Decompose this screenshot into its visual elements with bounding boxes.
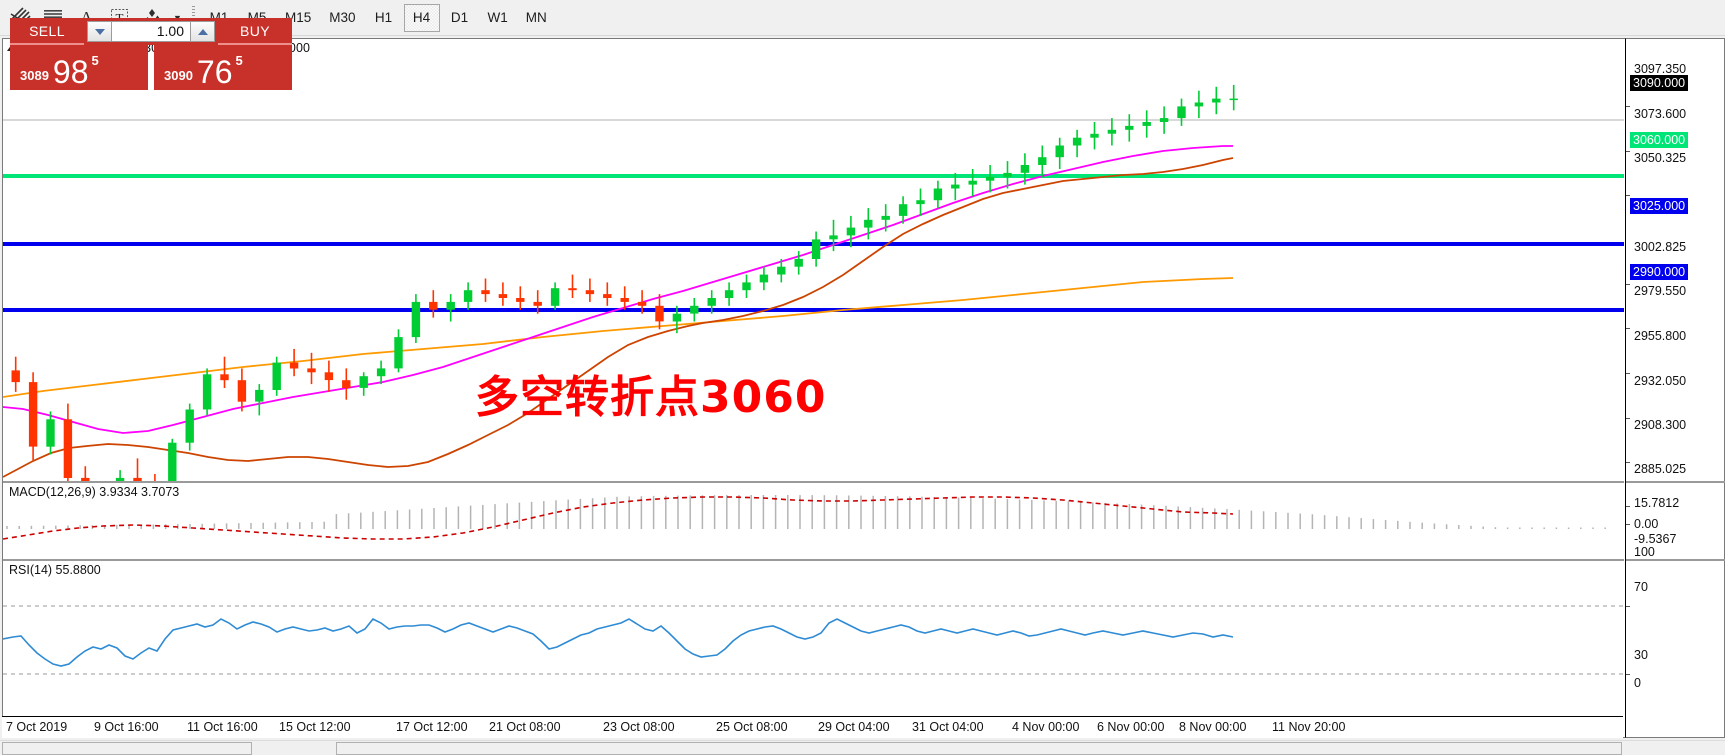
timeframe-m30[interactable]: M30 (329, 10, 356, 25)
buy-price-integer: 3090 (164, 68, 193, 83)
price-label-current: 3090.000 (1630, 75, 1689, 91)
buy-price-major: 76 (196, 54, 233, 90)
date-label: 29 Oct 04:00 (818, 720, 890, 734)
ma-orange (3, 277, 1234, 398)
price-label-2979: 2979.550 (1634, 284, 1687, 298)
sell-button[interactable]: SELL (10, 18, 84, 45)
chart-annotation: 多空转折点3060 (475, 372, 827, 423)
price-label-3060: 3060.000 (1630, 132, 1689, 148)
macd-label: MACD(12,26,9) 3.9334 3.7073 (9, 485, 180, 499)
date-label: 21 Oct 08:00 (489, 720, 561, 734)
volume-increment-button[interactable] (190, 21, 215, 42)
rsi-line (3, 617, 1234, 667)
timeframe-h4[interactable]: H4 (403, 3, 440, 32)
date-label: 9 Oct 16:00 (94, 720, 159, 734)
price-label-2885: 2885.025 (1634, 462, 1687, 476)
price-label-3025: 3025.000 (1630, 198, 1689, 214)
rsi-pane-separator-top (3, 559, 1624, 561)
date-label: 31 Oct 04:00 (912, 720, 984, 734)
price-label-2908: 2908.300 (1634, 418, 1687, 432)
rsi-chart (3, 605, 1624, 675)
timeframe-mn[interactable]: MN (525, 10, 547, 25)
one-click-trading-panel[interactable]: SELL 1.00 BUY 3089 98 5 3090 76 5 (10, 18, 292, 90)
rsi-scale-70: 70 (1634, 580, 1648, 594)
date-label: 4 Nov 00:00 (1012, 720, 1080, 734)
date-label: 7 Oct 2019 (6, 720, 68, 734)
sell-price-fraction: 5 (91, 53, 99, 68)
date-label: 23 Oct 08:00 (603, 720, 675, 734)
buy-button[interactable]: BUY (218, 18, 292, 45)
price-label-3002: 3002.825 (1634, 240, 1687, 254)
rsi-scale-100: 100 (1634, 545, 1655, 559)
timeframe-d1[interactable]: D1 (450, 10, 469, 25)
macd-histogram (6, 495, 1606, 529)
date-label: 15 Oct 12:00 (279, 720, 351, 734)
buy-price-display[interactable]: 3090 76 5 (154, 45, 292, 90)
date-axis[interactable]: 7 Oct 2019 9 Oct 16:00 11 Oct 16:00 15 O… (2, 716, 1623, 738)
shapes-dropdown-icon[interactable]: ▼ (169, 3, 186, 33)
scrollbar-corner (1625, 741, 1725, 755)
price-axis[interactable]: 3097.350 3090.000 3073.600 3060.000 3050… (1625, 38, 1725, 738)
price-pane[interactable] (3, 79, 1624, 519)
price-label-3073: 3073.600 (1634, 107, 1687, 121)
price-label-2955: 2955.800 (1634, 329, 1687, 343)
rsi-scale-0: 0 (1634, 676, 1641, 690)
price-label-3097: 3097.350 (1634, 62, 1687, 76)
horizontal-scrollbar-thumb-right[interactable] (336, 742, 1622, 755)
date-label: 6 Nov 00:00 (1097, 720, 1165, 734)
price-label-3050: 3050.325 (1634, 151, 1687, 165)
date-label: 25 Oct 08:00 (716, 720, 788, 734)
macd-pane-separator-top (3, 481, 1624, 483)
chart-window[interactable]: SP500-,H4 3090.000 3090.000 3090.000 309… (2, 38, 1723, 738)
macd-scale-max: 15.7812 (1634, 496, 1680, 510)
price-label-2932: 2932.050 (1634, 374, 1687, 388)
date-label: 17 Oct 12:00 (396, 720, 468, 734)
macd-scale-min: -9.5367 (1634, 532, 1677, 546)
timeframe-w1[interactable]: W1 (487, 10, 508, 25)
bottom-scrollbar-area[interactable] (0, 740, 1725, 755)
timeframe-h1[interactable]: H1 (374, 10, 393, 25)
macd-signal-line (3, 496, 1234, 540)
candlestick-series (11, 84, 1238, 517)
volume-decrement-button[interactable] (87, 21, 112, 42)
date-label: 11 Nov 20:00 (1272, 720, 1346, 734)
buy-price-fraction: 5 (235, 53, 243, 68)
rsi-label: RSI(14) 55.8800 (9, 563, 101, 577)
toolbar-grip[interactable] (189, 5, 197, 31)
macd-chart (3, 495, 1606, 540)
rsi-pane[interactable]: RSI(14) 55.8800 (3, 561, 1624, 713)
macd-pane[interactable]: MACD(12,26,9) 3.9334 3.7073 (3, 483, 1624, 557)
rsi-scale-30: 30 (1634, 648, 1648, 662)
date-label: 8 Nov 00:00 (1179, 720, 1247, 734)
ma-magenta (3, 145, 1233, 434)
sell-price-display[interactable]: 3089 98 5 (10, 45, 148, 90)
horizontal-scrollbar-thumb-left[interactable] (2, 742, 252, 755)
macd-scale-zero: 0.00 (1634, 517, 1659, 531)
volume-stepper[interactable]: 1.00 (84, 18, 218, 45)
date-label: 11 Oct 16:00 (187, 720, 258, 734)
volume-input[interactable]: 1.00 (112, 21, 190, 42)
price-label-2990: 2990.000 (1630, 264, 1689, 280)
sell-price-integer: 3089 (20, 68, 49, 83)
sell-price-major: 98 (52, 54, 89, 90)
ma-brown (3, 157, 1234, 478)
